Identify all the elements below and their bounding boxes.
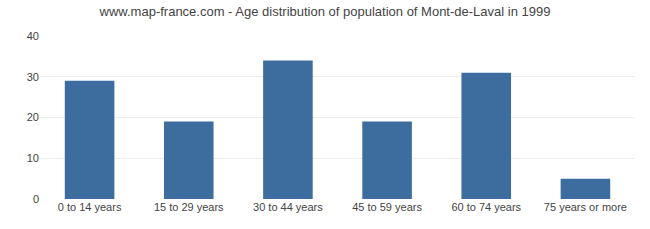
svg-text:10: 10 (27, 152, 39, 164)
svg-text:75 years or more: 75 years or more (544, 201, 627, 213)
svg-text:60 to 74 years: 60 to 74 years (451, 201, 521, 213)
svg-text:0: 0 (33, 193, 39, 205)
svg-text:30: 30 (27, 71, 39, 83)
svg-text:20: 20 (27, 111, 39, 123)
svg-text:www.map-france.com - Age distr: www.map-france.com - Age distribution of… (99, 4, 551, 19)
svg-text:15 to 29 years: 15 to 29 years (154, 201, 224, 213)
svg-text:40: 40 (27, 30, 39, 42)
svg-text:0 to 14 years: 0 to 14 years (58, 201, 122, 213)
svg-text:30 to 44 years: 30 to 44 years (253, 201, 323, 213)
svg-text:45 to 59 years: 45 to 59 years (352, 201, 422, 213)
